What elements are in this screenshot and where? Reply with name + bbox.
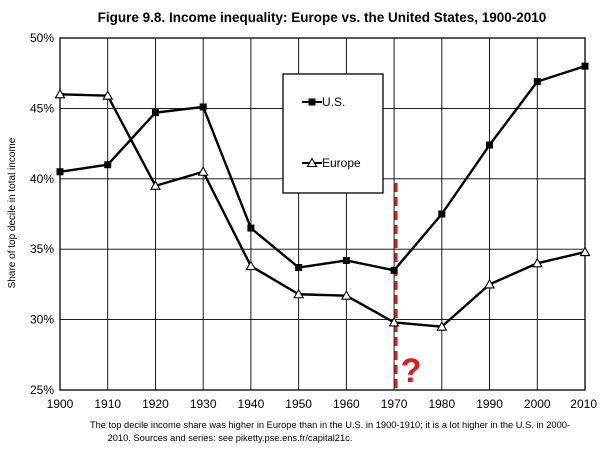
- data-point-square: [56, 168, 64, 176]
- data-point-square: [295, 264, 303, 272]
- x-tick-label: 1960: [333, 397, 360, 411]
- data-point-square: [308, 98, 316, 106]
- data-point-square: [247, 224, 255, 232]
- data-point-triangle: [388, 316, 400, 327]
- data-point-square: [438, 210, 446, 218]
- legend-box: [282, 73, 384, 194]
- annotations: ?: [394, 183, 422, 390]
- series-u-s: [56, 62, 589, 274]
- data-point-triangle: [293, 288, 305, 299]
- series-line: [59, 65, 586, 272]
- x-tick-label: 1900: [47, 397, 74, 411]
- y-tick-label: 35%: [30, 242, 54, 256]
- x-tick-label: 1950: [285, 397, 312, 411]
- data-point-triangle: [436, 321, 448, 331]
- data-point-triangle: [102, 90, 114, 100]
- data-point-triangle: [150, 180, 161, 190]
- y-tick-label: 30%: [30, 313, 54, 327]
- legend: U.S. Europe: [282, 73, 384, 194]
- legend-label-u-s: U.S.: [322, 95, 345, 109]
- data-point-triangle: [340, 290, 352, 300]
- data-point-triangle: [531, 257, 543, 268]
- x-tick-label: 1980: [428, 397, 455, 411]
- x-tick-label: 2000: [524, 397, 551, 411]
- data-point-square: [533, 78, 541, 86]
- data-point-square: [486, 141, 494, 149]
- series-layer: [54, 62, 591, 331]
- data-point-triangle: [197, 166, 209, 176]
- x-tick-label: 1920: [142, 397, 169, 411]
- data-point-square: [342, 256, 350, 264]
- y-tick-label: 50%: [30, 31, 54, 45]
- series-line: [59, 93, 586, 328]
- data-point-square: [390, 266, 398, 274]
- y-tick-label: 45%: [30, 101, 54, 115]
- x-tick-label: 1940: [238, 397, 265, 411]
- axis-ticks: 25% 30% 35% 40% 45% 50% 1900 1910 1920 1930 1940 19…: [30, 31, 597, 411]
- data-point-triangle: [245, 260, 257, 271]
- y-tick-label: 25%: [30, 383, 54, 397]
- x-tick-label: 2010: [570, 397, 597, 411]
- chart-title: Figure 9.8. Income inequality: Europe vs…: [98, 10, 547, 25]
- annotation-question-mark: ?: [401, 352, 422, 390]
- data-point-triangle: [306, 157, 318, 168]
- data-point-triangle: [579, 246, 591, 257]
- legend-label-europe: Europe: [322, 156, 361, 170]
- x-tick-label: 1910: [94, 397, 121, 411]
- y-axis-label: Share of top decile in total income: [7, 137, 18, 288]
- series-europe: [54, 88, 591, 331]
- data-point-triangle: [484, 278, 495, 289]
- data-point-square: [151, 109, 159, 117]
- y-tick-label: 40%: [30, 172, 54, 186]
- data-point-square: [581, 62, 589, 70]
- x-tick-label: 1970: [381, 397, 408, 411]
- x-tick-label: 1990: [476, 397, 503, 411]
- footnote-line-2: 2010. Sources and series: see piketty.ps…: [108, 433, 353, 443]
- footnote-line-1: The top decile income share was higher i…: [90, 420, 570, 430]
- x-tick-label: 1930: [190, 397, 217, 411]
- data-point-triangle: [54, 88, 66, 99]
- data-point-square: [104, 161, 112, 169]
- data-point-square: [199, 103, 207, 111]
